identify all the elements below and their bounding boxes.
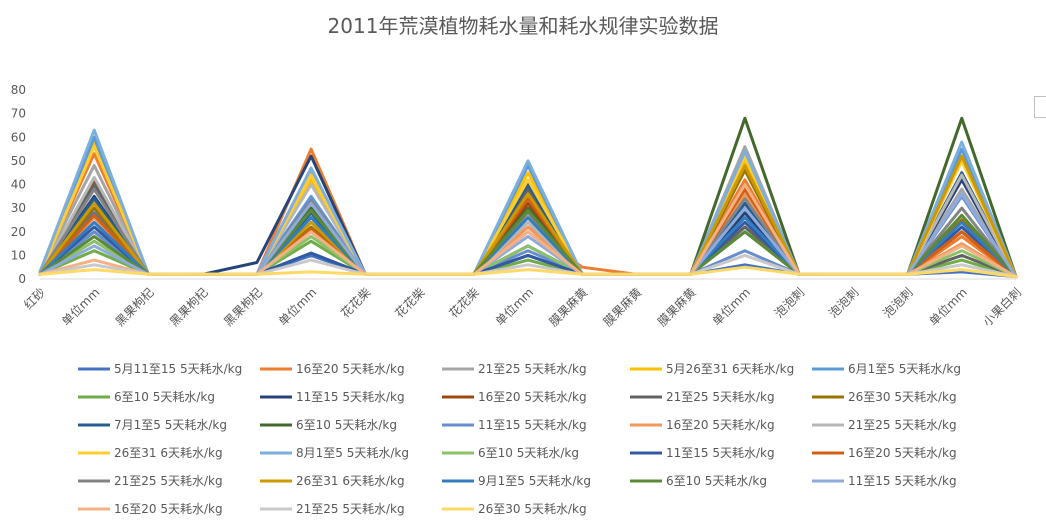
x-tick-label-1: 单位mm: [58, 285, 102, 329]
x-tick-label-0: 红砂: [21, 285, 49, 313]
legend-label-22: 9月1至5 5天耗水/kg: [478, 474, 591, 488]
legend-label-10: 7月1至5 5天耗水/kg: [114, 418, 227, 432]
legend-label-21: 26至31 6天耗水/kg: [296, 474, 405, 488]
legend-label-2: 21至25 5天耗水/kg: [478, 362, 587, 376]
x-tick-label-8: 花花柴: [446, 285, 482, 321]
x-tick-label-6: 花花柴: [337, 285, 373, 321]
legend-label-24: 11至15 5天耗水/kg: [848, 474, 957, 488]
series-line-23: [38, 209, 1018, 279]
x-tick-label-10: 膜果麻黄: [546, 285, 591, 330]
y-tick-label-8: 80: [11, 83, 26, 97]
x-tick-label-4: 黑果枸杞: [220, 285, 265, 330]
y-tick-label-5: 50: [11, 154, 26, 168]
x-tick-label-14: 泡泡刺: [772, 285, 807, 320]
y-tick-label-2: 20: [11, 225, 26, 239]
x-tick-label-5: 单位mm: [275, 285, 319, 329]
legend-label-19: 16至20 5天耗水/kg: [848, 446, 957, 460]
legend-label-14: 21至25 5天耗水/kg: [848, 418, 957, 432]
legend-label-7: 16至20 5天耗水/kg: [478, 390, 587, 404]
y-tick-label-3: 30: [11, 201, 26, 215]
legend-label-18: 11至15 5天耗水/kg: [666, 446, 775, 460]
legend-label-3: 5月26至31 6天耗水/kg: [666, 362, 794, 376]
x-tick-label-3: 黑果枸杞: [166, 285, 211, 330]
legend-label-20: 21至25 5天耗水/kg: [114, 474, 223, 488]
legend-label-1: 16至20 5天耗水/kg: [296, 362, 405, 376]
legend-label-13: 16至20 5天耗水/kg: [666, 418, 775, 432]
legend-label-26: 21至25 5天耗水/kg: [296, 502, 405, 516]
legend-label-9: 26至30 5天耗水/kg: [848, 390, 957, 404]
chart-edge-widget[interactable]: [1034, 96, 1046, 118]
series-line-27: [38, 265, 1018, 279]
legend-label-15: 26至31 6天耗水/kg: [114, 446, 223, 460]
legend-label-23: 6至10 5天耗水/kg: [666, 474, 767, 488]
legend-label-6: 11至15 5天耗水/kg: [296, 390, 405, 404]
y-tick-label-7: 70: [11, 107, 26, 121]
x-tick-label-15: 泡泡刺: [826, 285, 861, 320]
legend-label-8: 21至25 5天耗水/kg: [666, 390, 775, 404]
legend-label-0: 5月11至15 5天耗水/kg: [114, 362, 242, 376]
x-tick-label-7: 花花柴: [392, 285, 428, 321]
y-tick-label-4: 40: [11, 178, 26, 192]
legend-label-4: 6月1至5 5天耗水/kg: [848, 362, 961, 376]
legend-label-25: 16至20 5天耗水/kg: [114, 502, 223, 516]
x-tick-label-11: 膜果麻黄: [600, 285, 645, 330]
legend-label-16: 8月1至5 5天耗水/kg: [296, 446, 409, 460]
x-tick-label-16: 泡泡刺: [880, 285, 915, 320]
y-tick-label-0: 0: [18, 272, 26, 286]
legend-label-11: 6至10 5天耗水/kg: [296, 418, 397, 432]
legend-label-17: 6至10 5天耗水/kg: [478, 446, 579, 460]
x-tick-label-17: 单位mm: [926, 285, 970, 329]
legend-label-27: 26至30 5天耗水/kg: [478, 502, 587, 516]
x-tick-label-13: 单位mm: [709, 285, 753, 329]
y-tick-label-1: 10: [11, 248, 26, 262]
legend-label-5: 6至10 5天耗水/kg: [114, 390, 215, 404]
x-tick-label-12: 膜果麻黄: [654, 285, 699, 330]
x-tick-label-18: 小果白刺: [980, 285, 1025, 330]
x-tick-label-9: 单位mm: [492, 285, 536, 329]
chart-title: 2011年荒漠植物耗水量和耗水规律实验数据: [327, 14, 719, 38]
legend-label-12: 11至15 5天耗水/kg: [478, 418, 587, 432]
y-tick-label-6: 60: [11, 130, 26, 144]
x-tick-label-2: 黑果枸杞: [112, 285, 157, 330]
